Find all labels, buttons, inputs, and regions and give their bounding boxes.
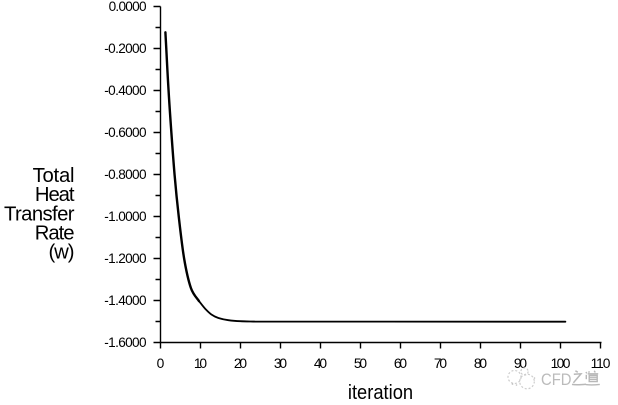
- svg-text:-1.4000: -1.4000: [104, 293, 147, 308]
- svg-text:-0.8000: -0.8000: [104, 167, 147, 182]
- svg-text:-1.2000: -1.2000: [104, 251, 147, 266]
- svg-text:40: 40: [314, 356, 328, 371]
- svg-text:90: 90: [514, 356, 528, 371]
- svg-text:-0.6000: -0.6000: [104, 125, 147, 140]
- svg-text:Heat: Heat: [35, 184, 75, 206]
- svg-text:80: 80: [474, 356, 488, 371]
- svg-text:iteration: iteration: [348, 382, 413, 404]
- svg-text:20: 20: [234, 356, 248, 371]
- svg-text:Rate: Rate: [35, 222, 75, 244]
- svg-text:-1.6000: -1.6000: [104, 335, 147, 350]
- svg-text:60: 60: [394, 356, 408, 371]
- svg-text:CFD: CFD: [541, 371, 572, 389]
- svg-text:(w): (w): [49, 242, 75, 264]
- svg-text:30: 30: [274, 356, 288, 371]
- svg-text:70: 70: [434, 356, 448, 371]
- svg-text:-0.2000: -0.2000: [104, 41, 147, 56]
- svg-text:110: 110: [591, 356, 611, 371]
- svg-text:-1.0000: -1.0000: [104, 209, 147, 224]
- svg-text:0: 0: [157, 356, 165, 371]
- svg-text:100: 100: [551, 356, 571, 371]
- svg-text:10: 10: [194, 356, 208, 371]
- svg-text:Transfer: Transfer: [4, 203, 75, 225]
- svg-text:-0.4000: -0.4000: [104, 83, 147, 98]
- svg-text:Total: Total: [33, 165, 75, 187]
- svg-text:50: 50: [354, 356, 368, 371]
- svg-text:0.0000: 0.0000: [109, 0, 147, 14]
